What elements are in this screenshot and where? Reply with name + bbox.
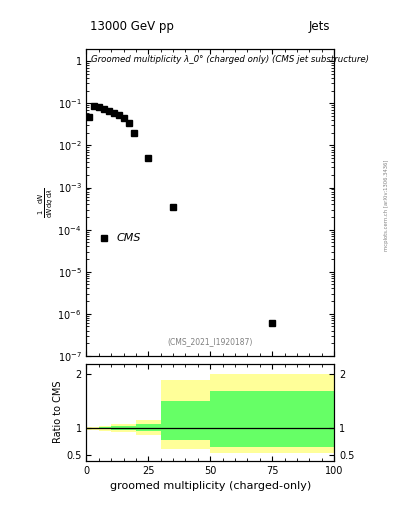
Text: 13000 GeV pp: 13000 GeV pp xyxy=(90,20,174,33)
Text: CMS: CMS xyxy=(116,233,141,243)
Y-axis label: Ratio to CMS: Ratio to CMS xyxy=(53,381,63,443)
X-axis label: groomed multiplicity (charged-only): groomed multiplicity (charged-only) xyxy=(110,481,311,491)
Text: (CMS_2021_I1920187): (CMS_2021_I1920187) xyxy=(167,337,253,347)
Text: Groomed multiplicity λ_0° (charged only) (CMS jet substructure): Groomed multiplicity λ_0° (charged only)… xyxy=(92,55,369,64)
Text: Jets: Jets xyxy=(309,20,330,33)
Text: mcplots.cern.ch [arXiv:1306.3436]: mcplots.cern.ch [arXiv:1306.3436] xyxy=(384,159,389,250)
Y-axis label: $\frac{1}{\mathrm{d}N}\frac{\mathrm{d}N}{\mathrm{d}q\,\mathrm{d}\lambda}$: $\frac{1}{\mathrm{d}N}\frac{\mathrm{d}N}… xyxy=(36,187,55,218)
